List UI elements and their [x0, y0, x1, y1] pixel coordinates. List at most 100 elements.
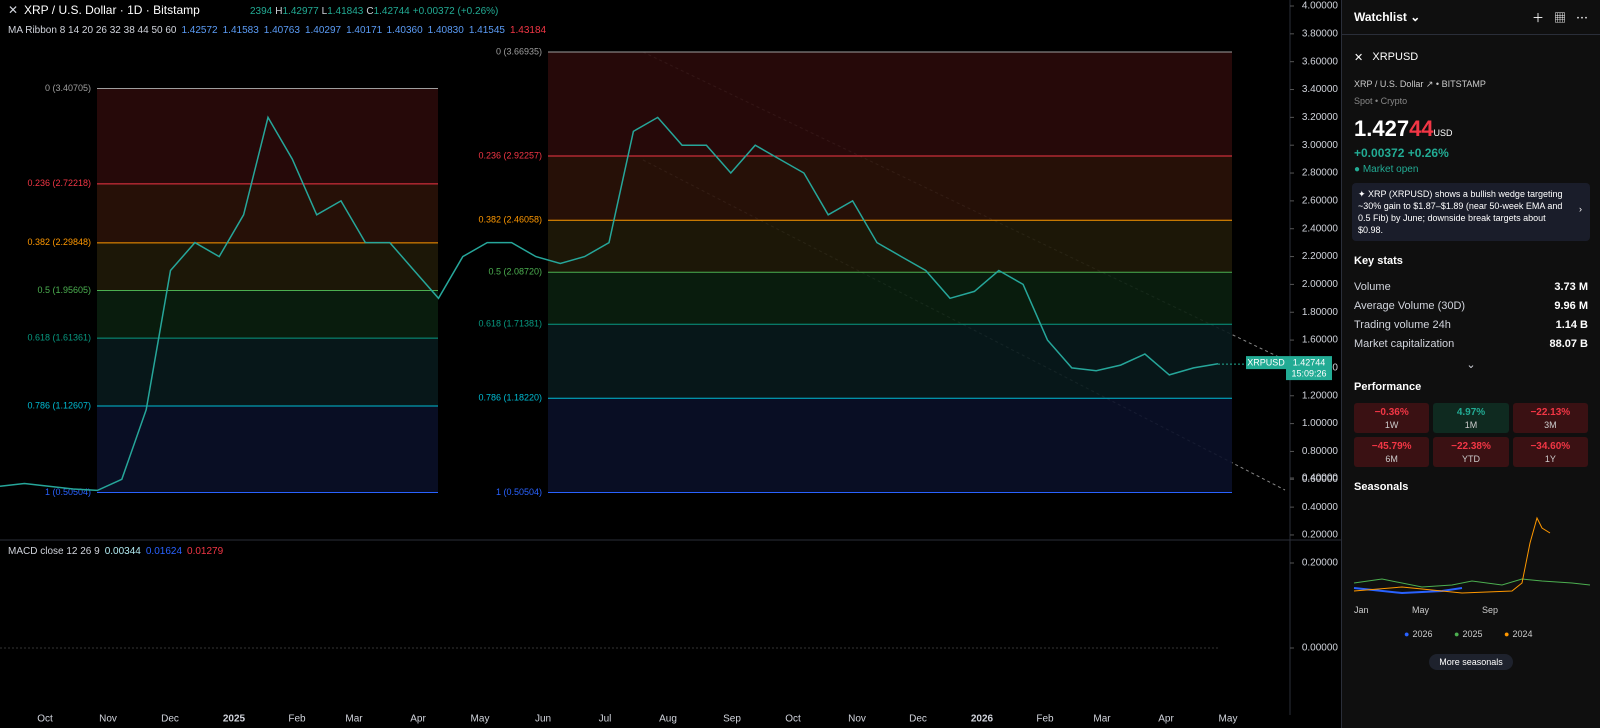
more-wrap: More seasonals: [1342, 654, 1600, 670]
high-label: H: [275, 6, 282, 17]
perf-value: −34.60%: [1530, 441, 1571, 452]
seasonals-title: Seasonals: [1354, 481, 1409, 493]
perf-cell[interactable]: −22.38% YTD: [1433, 437, 1509, 467]
season-years: ● 2026 ● 2025 ● 2024: [1404, 629, 1532, 639]
perf-cell[interactable]: −45.79% 6M: [1354, 437, 1430, 467]
ma-value: 1.40360: [387, 25, 424, 36]
season-month: Sep: [1482, 605, 1498, 615]
fib-zone: [97, 338, 438, 407]
price-tick-label: 1.60000: [1302, 335, 1339, 346]
price-tick-label: 0.80000: [1302, 446, 1339, 457]
price-tick-label: 2.40000: [1302, 223, 1339, 234]
perf-cell[interactable]: 4.97% 1M: [1433, 403, 1509, 433]
name: XRP / U.S. Dollar: [1354, 79, 1424, 89]
fib-label: 0 (3.66935): [496, 46, 542, 56]
symbol-title: XRP / U.S. Dollar · 1D · Bitstamp: [24, 3, 200, 17]
market-status: ● Market open: [1354, 164, 1419, 175]
time-label: Aug: [659, 714, 677, 725]
stat-row: Average Volume (30D) 9.96 M: [1342, 296, 1600, 315]
season-2026: [1353, 587, 1463, 595]
season-months: Jan May Sep: [1354, 605, 1498, 615]
fib-zone: [97, 290, 438, 339]
time-label: Mar: [345, 714, 363, 725]
season-2024: [1353, 516, 1551, 594]
sidebar: Watchlist ⌄ ＋ ▦ ⋯ ✕ XRPUSD XRP / U.S. Dol…: [1341, 0, 1600, 728]
ma-value: 1.40763: [264, 25, 301, 36]
fib-label: 0.618 (1.61361): [27, 333, 91, 343]
price-line: [0, 115, 1219, 492]
perf-period: YTD: [1461, 454, 1480, 464]
price-tick-label: 2.80000: [1302, 168, 1339, 179]
macd-tick-label: 0.00000: [1302, 643, 1339, 654]
open: 2394: [250, 6, 273, 17]
fib-label: 1 (0.50504): [45, 487, 91, 497]
time-label: Nov: [99, 714, 117, 725]
ma-value: 1.43184: [510, 25, 547, 36]
season-month: Jan: [1354, 605, 1369, 615]
time-label: Jul: [599, 714, 612, 725]
fib-label: 0.236 (2.92257): [478, 150, 542, 160]
watchlist-title[interactable]: Watchlist: [1354, 10, 1407, 24]
perf-value: −22.13%: [1530, 407, 1571, 418]
fib-label: 0.786 (1.18220): [478, 393, 542, 403]
fib-label: 1 (0.50504): [496, 487, 542, 497]
expand[interactable]: ⌄: [1466, 359, 1476, 371]
stat-value: 3.73 M: [1554, 280, 1588, 293]
price-tick-label: 0.60000: [1302, 474, 1339, 485]
market-type: Spot • Crypto: [1354, 96, 1408, 106]
fib-zone: [97, 183, 438, 243]
symbol-row: ✕ XRPUSD: [1354, 51, 1419, 64]
perf-period: 6M: [1385, 454, 1398, 464]
status: Market open: [1362, 164, 1419, 175]
perf-cell[interactable]: −22.13% 3M: [1512, 403, 1588, 433]
symbol-name: XRP / U.S. Dollar ↗ • BITSTAMP: [1354, 79, 1486, 89]
note: XRP (XRPUSD) shows a bullish wedge targe…: [1358, 189, 1563, 235]
fib-label: 0.786 (1.12607): [27, 400, 91, 410]
time-label: Dec: [161, 714, 179, 725]
price-tick-label: 4.00000: [1302, 1, 1339, 12]
close-label: C: [366, 6, 373, 17]
fib-label: 0.236 (2.72218): [27, 178, 91, 188]
price-main: 1.427: [1354, 116, 1410, 141]
season-dot: ●: [1454, 629, 1459, 639]
fib-label: 0.5 (2.08720): [488, 267, 542, 277]
price-tick-label: 3.20000: [1302, 112, 1339, 123]
fib-label: 0 (3.40705): [45, 83, 91, 93]
time-label: Feb: [1036, 714, 1054, 725]
close-icon[interactable]: ✕: [8, 3, 18, 17]
perf-cell[interactable]: −0.36% 1W: [1354, 403, 1430, 433]
price-tail: 44: [1409, 116, 1434, 141]
price-tick-label: 0.20000: [1302, 530, 1339, 541]
tag-price-bg: [1286, 356, 1332, 381]
fib-label: 0.5 (1.95605): [37, 285, 91, 295]
price-tick-label: 3.00000: [1302, 140, 1339, 151]
macd-tick-label: 0.20000: [1302, 558, 1339, 569]
price: 1.42744USD: [1342, 106, 1600, 142]
price-tick-label: 1.20000: [1302, 390, 1339, 401]
tag-symbol: XRPUSD: [1247, 357, 1285, 367]
tag-countdown: 15:09:26: [1291, 368, 1326, 378]
season-2025: [1353, 578, 1591, 588]
time-label: 2025: [223, 714, 246, 725]
perf-value: −45.79%: [1371, 441, 1412, 452]
time-label: May: [1219, 714, 1238, 725]
more-seasonals[interactable]: More seasonals: [1429, 654, 1513, 670]
kind: Crypto: [1380, 96, 1408, 106]
time-label: 2026: [971, 714, 994, 725]
macd-hist: 0.00344: [105, 546, 142, 557]
perf-cell[interactable]: −34.60% 1Y: [1512, 437, 1588, 467]
fib-zone: [548, 52, 1232, 156]
stat-value: 88.07 B: [1549, 337, 1588, 350]
fib-zone: [97, 406, 438, 493]
fib-zone: [548, 272, 1232, 325]
insight[interactable]: ✦ XRP (XRPUSD) shows a bullish wedge tar…: [1352, 183, 1590, 241]
performance-title: Performance: [1354, 381, 1422, 393]
watchlist-header[interactable]: Watchlist ⌄ ＋ ▦ ⋯: [1354, 10, 1588, 25]
macd-name: MACD close 12 26 9: [8, 546, 100, 557]
key-stats-title: Key stats: [1354, 255, 1403, 267]
tag-price: 1.42744: [1293, 357, 1326, 367]
change-pct: +0.26%: [1407, 146, 1449, 160]
low-label: L: [322, 6, 328, 17]
key-stats: Volume 3.73 M Average Volume (30D) 9.96 M Tr…: [1342, 277, 1600, 353]
